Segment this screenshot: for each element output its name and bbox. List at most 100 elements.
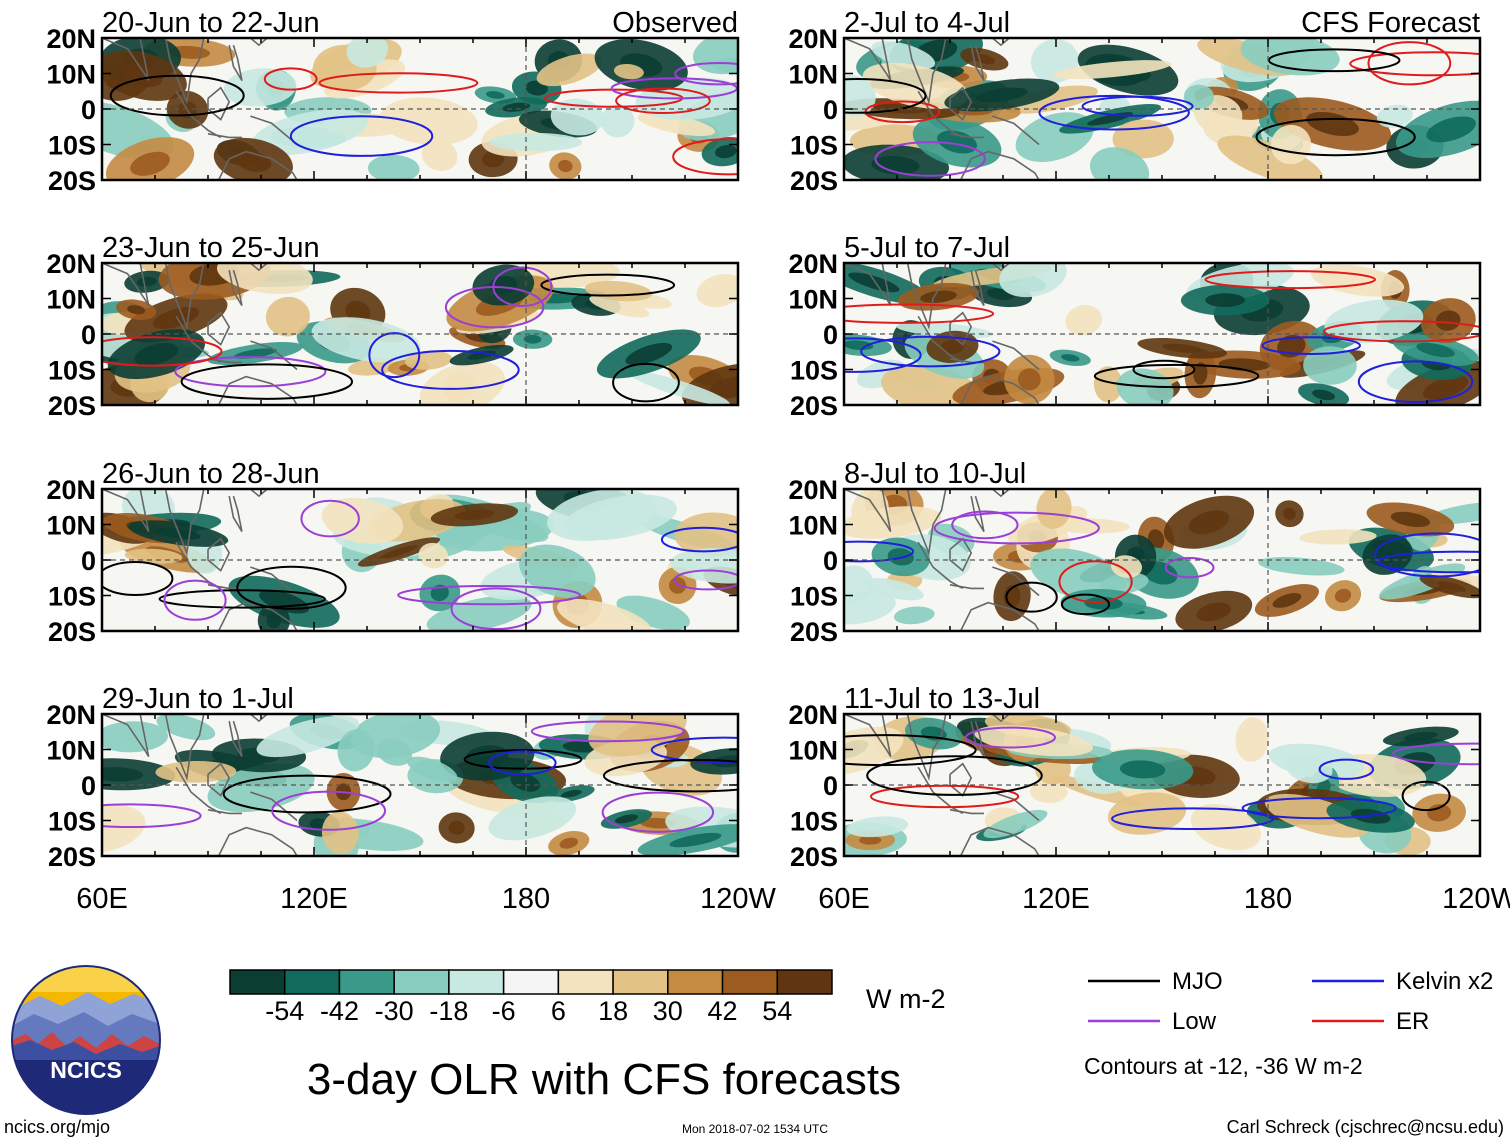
wave-contour <box>109 74 245 117</box>
coast-new-guinea <box>992 340 1040 371</box>
panel-title: 5-Jul to 7-Jul <box>844 232 1010 264</box>
wave-contour <box>1058 560 1133 604</box>
coastlines <box>844 263 1040 405</box>
olr-field <box>844 38 1480 180</box>
colorbar-swatch <box>667 969 724 995</box>
coast-indochina <box>164 38 205 105</box>
olr-anomaly-blob <box>613 63 644 80</box>
coast-sumatra <box>917 766 964 815</box>
lat-label: 20N <box>46 475 96 505</box>
panel-title: 26-Jun to 28-Jun <box>102 458 320 490</box>
olr-anomaly-blob <box>321 497 404 544</box>
wave-contour <box>102 561 174 597</box>
wave-contour <box>933 511 1100 545</box>
olr-anomaly-blob <box>1090 147 1150 180</box>
coast-indochina <box>906 263 947 330</box>
olr-anomaly-core <box>1437 581 1467 592</box>
olr-anomaly-blob <box>589 295 650 318</box>
olr-anomaly-blob <box>376 738 413 766</box>
wave-contour <box>1060 593 1111 616</box>
colorbar-swatch <box>448 969 505 995</box>
coast-taiwan-japan <box>249 714 268 723</box>
olr-anomaly-blob <box>674 512 738 557</box>
olr-anomaly-blob <box>418 542 449 569</box>
coast-borneo <box>207 762 231 797</box>
coast-taiwan-japan <box>991 714 1010 723</box>
ncics-logo <box>11 965 161 1115</box>
wave-contour <box>1357 360 1474 404</box>
olr-anomaly-blob <box>1258 557 1345 576</box>
wave-contour <box>602 758 738 793</box>
coast-new-guinea <box>992 566 1040 597</box>
coast-australia <box>959 826 1040 856</box>
olr-anomaly-core <box>669 832 722 848</box>
colorbar-swatch <box>283 969 341 995</box>
coast-philippines <box>228 269 243 307</box>
olr-anomaly-core <box>345 300 371 323</box>
olr-anomaly-core <box>1427 804 1452 822</box>
olr-anomaly-blob <box>406 756 458 783</box>
lat-label: 10S <box>48 131 96 161</box>
lat-label: 0 <box>81 320 96 350</box>
wave-contour <box>368 332 421 379</box>
olr-anomaly-blob <box>346 38 389 68</box>
coast-india <box>844 38 892 82</box>
legend-label: MJO <box>1172 968 1223 995</box>
olr-anomaly-core <box>136 276 157 287</box>
wave-contour <box>271 790 387 831</box>
colorbar: -54 -42 -30 -18 -6 6 18 30 42 54 <box>229 969 833 1026</box>
olr-anomaly-blob <box>864 578 924 601</box>
wave-contour <box>844 734 977 767</box>
lat-label: 10S <box>790 131 838 161</box>
coast-new-guinea <box>992 115 1040 146</box>
coast-taiwan-japan <box>249 263 268 272</box>
olr-anomaly-blob <box>251 109 369 156</box>
coast-taiwan-japan <box>991 38 1010 47</box>
olr-anomaly-core <box>1272 593 1302 608</box>
coast-borneo <box>207 311 231 346</box>
lat-label: 10S <box>48 582 96 612</box>
coast-indochina <box>164 263 205 330</box>
wave-contour <box>102 803 202 829</box>
lat-label: 0 <box>823 546 838 576</box>
wave-contour <box>1111 807 1275 831</box>
olr-anomaly-blob <box>311 317 421 363</box>
coast-australia <box>959 150 1040 180</box>
olr-anomaly-core <box>1306 111 1359 137</box>
coast-borneo <box>949 537 973 572</box>
colorbar-swatch <box>393 969 450 995</box>
olr-anomaly-blob <box>489 132 583 152</box>
wave-contour <box>381 349 520 390</box>
coast-java <box>949 809 984 815</box>
panel-title: 29-Jun to 1-Jul <box>102 683 294 715</box>
olr-anomaly-core <box>1283 507 1296 520</box>
footer-timestamp: Mon 2018-07-02 1534 UTC <box>682 1122 828 1136</box>
coast-taiwan-japan <box>249 38 268 47</box>
coast-sumatra <box>175 766 222 815</box>
olr-anomaly-core <box>1193 362 1208 385</box>
olr-anomaly-core <box>482 151 505 168</box>
olr-anomaly-blob <box>1303 346 1357 385</box>
panel-5: 2-Jul to 4-Jul CFS Forecast <box>842 7 1482 182</box>
olr-anomaly-blob <box>556 598 653 631</box>
panel-title: 23-Jun to 25-Jun <box>102 232 320 264</box>
olr-anomaly-blob <box>999 263 1067 298</box>
lat-label: 20S <box>48 617 96 647</box>
colorbar-label: 6 <box>551 996 566 1026</box>
wave-contour <box>444 285 545 329</box>
olr-field <box>102 714 738 856</box>
olr-anomaly-core <box>558 159 573 173</box>
lat-label: 10N <box>46 511 96 541</box>
colorbar-label: 30 <box>653 996 683 1026</box>
lat-label: 10N <box>46 736 96 766</box>
olr-anomaly-blob <box>1217 135 1324 180</box>
wave-contour <box>222 774 392 814</box>
wave-contour <box>844 540 915 563</box>
panel-4: 29-Jun to 1-Jul <box>100 683 740 858</box>
wave-contour <box>463 749 583 770</box>
colorbar-swatch <box>612 969 669 995</box>
panel-title: 8-Jul to 10-Jul <box>844 458 1026 490</box>
olr-anomaly-blob <box>1184 84 1215 109</box>
lat-label: 0 <box>823 95 838 125</box>
